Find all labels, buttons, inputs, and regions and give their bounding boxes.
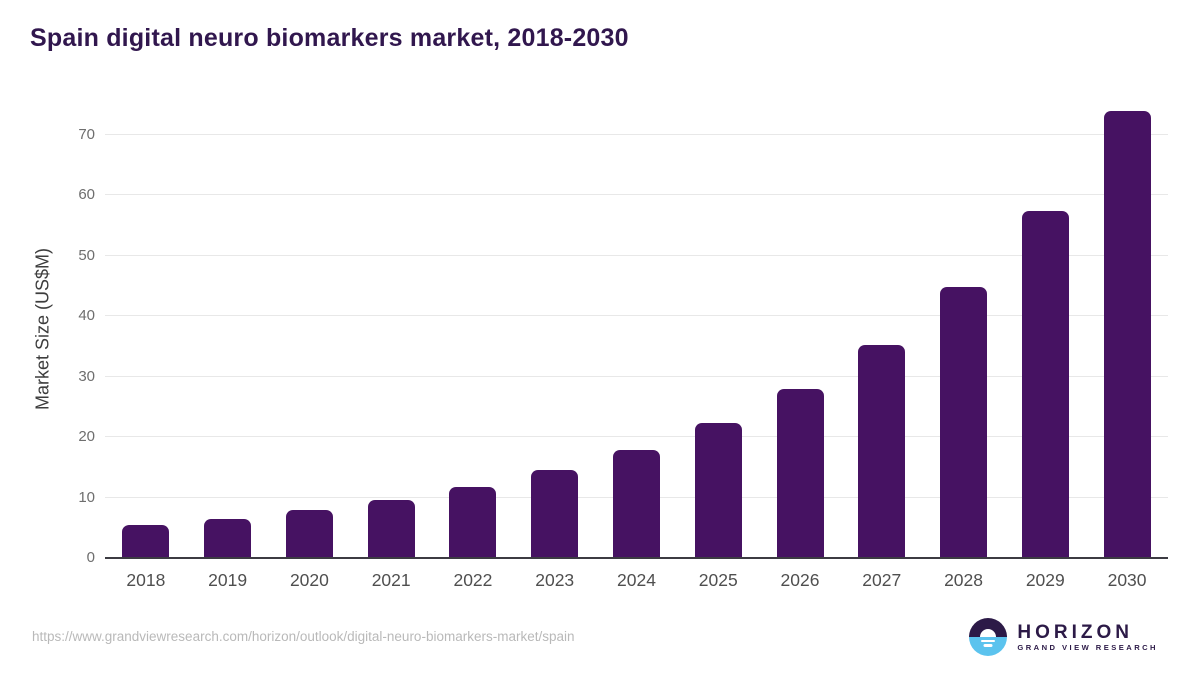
x-tick-label-2027: 2027 <box>862 570 902 590</box>
gridline-60 <box>105 194 1168 196</box>
bar-2024 <box>612 449 660 558</box>
y-axis-ticks: 0 10 20 30 40 50 60 70 <box>0 100 95 566</box>
x-tick-label-2019: 2019 <box>208 570 248 590</box>
y-tick-label-10: 10 <box>78 488 95 506</box>
bar-column-2020 <box>269 100 351 558</box>
bar-column-2029 <box>1004 100 1086 558</box>
water-ripple-icon <box>983 644 993 647</box>
x-tick-label-2029: 2029 <box>1025 570 1065 590</box>
bar-2021 <box>367 500 415 558</box>
bar-column-2019 <box>187 100 269 558</box>
bar-column-2021 <box>350 100 432 558</box>
y-tick-label-50: 50 <box>78 246 95 264</box>
x-tick-label-2028: 2028 <box>944 570 983 590</box>
x-tick-label-2030: 2030 <box>1107 570 1147 590</box>
bar-2018 <box>122 524 170 558</box>
x-tick-label-2024: 2024 <box>617 570 656 590</box>
bar-2025 <box>694 422 742 558</box>
bar-column-2030 <box>1086 100 1168 558</box>
bar-column-2018 <box>105 100 187 558</box>
gridline-40 <box>105 315 1168 317</box>
x-tick-label-2023: 2023 <box>535 570 575 590</box>
x-tick-label-2025: 2025 <box>698 570 738 590</box>
bar-column-2025 <box>677 100 759 558</box>
gridline-30 <box>105 375 1168 377</box>
x-axis-line <box>105 557 1168 559</box>
sun-icon <box>980 629 997 637</box>
plot-area <box>105 100 1168 559</box>
logo-brand-name: HORIZON <box>1017 622 1133 643</box>
water-ripple-icon <box>981 639 996 642</box>
x-tick-label-2022: 2022 <box>453 570 493 590</box>
bar-column-2026 <box>759 100 841 558</box>
chart-title: Spain digital neuro biomarkers market, 2… <box>30 24 629 52</box>
logo-text: HORIZON GRAND VIEW RESEARCH <box>1017 622 1158 652</box>
bar-2022 <box>449 486 497 558</box>
gridline-20 <box>105 436 1168 438</box>
x-tick-label-2021: 2021 <box>371 570 411 590</box>
bar-column-2024 <box>596 100 678 558</box>
bar-series <box>105 100 1168 558</box>
y-tick-label-60: 60 <box>78 186 95 204</box>
bar-column-2023 <box>514 100 596 558</box>
gridline-70 <box>105 134 1168 136</box>
y-tick-label-40: 40 <box>78 307 95 325</box>
y-tick-label-20: 20 <box>78 428 95 446</box>
y-tick-label-30: 30 <box>78 367 95 385</box>
gridline-50 <box>105 254 1168 256</box>
bar-column-2028 <box>923 100 1005 558</box>
bar-2023 <box>531 470 579 558</box>
y-tick-label-0: 0 <box>86 549 95 566</box>
bar-2026 <box>776 388 824 558</box>
x-tick-label-2026: 2026 <box>780 570 820 590</box>
x-tick-label-2018: 2018 <box>126 570 166 590</box>
x-tick-label-2020: 2020 <box>289 570 329 590</box>
horizon-logo-icon <box>969 618 1008 656</box>
logo-tagline: GRAND VIEW RESEARCH <box>1017 643 1158 652</box>
y-tick-label-70: 70 <box>78 126 95 144</box>
source-url: https://www.grandviewresearch.com/horizo… <box>32 629 575 644</box>
bar-2027 <box>858 344 906 558</box>
bar-column-2022 <box>432 100 514 558</box>
horizon-logo: HORIZON GRAND VIEW RESEARCH <box>969 618 1158 656</box>
bar-2029 <box>1021 211 1069 558</box>
x-axis-labels: 2018 2019 2020 2021 2022 2023 2024 2025 2026 2027… <box>105 562 1168 591</box>
bar-2019 <box>204 518 252 558</box>
bar-2020 <box>285 509 333 558</box>
bar-2028 <box>940 286 988 558</box>
bar-column-2027 <box>841 100 923 558</box>
bar-2030 <box>1103 111 1151 558</box>
